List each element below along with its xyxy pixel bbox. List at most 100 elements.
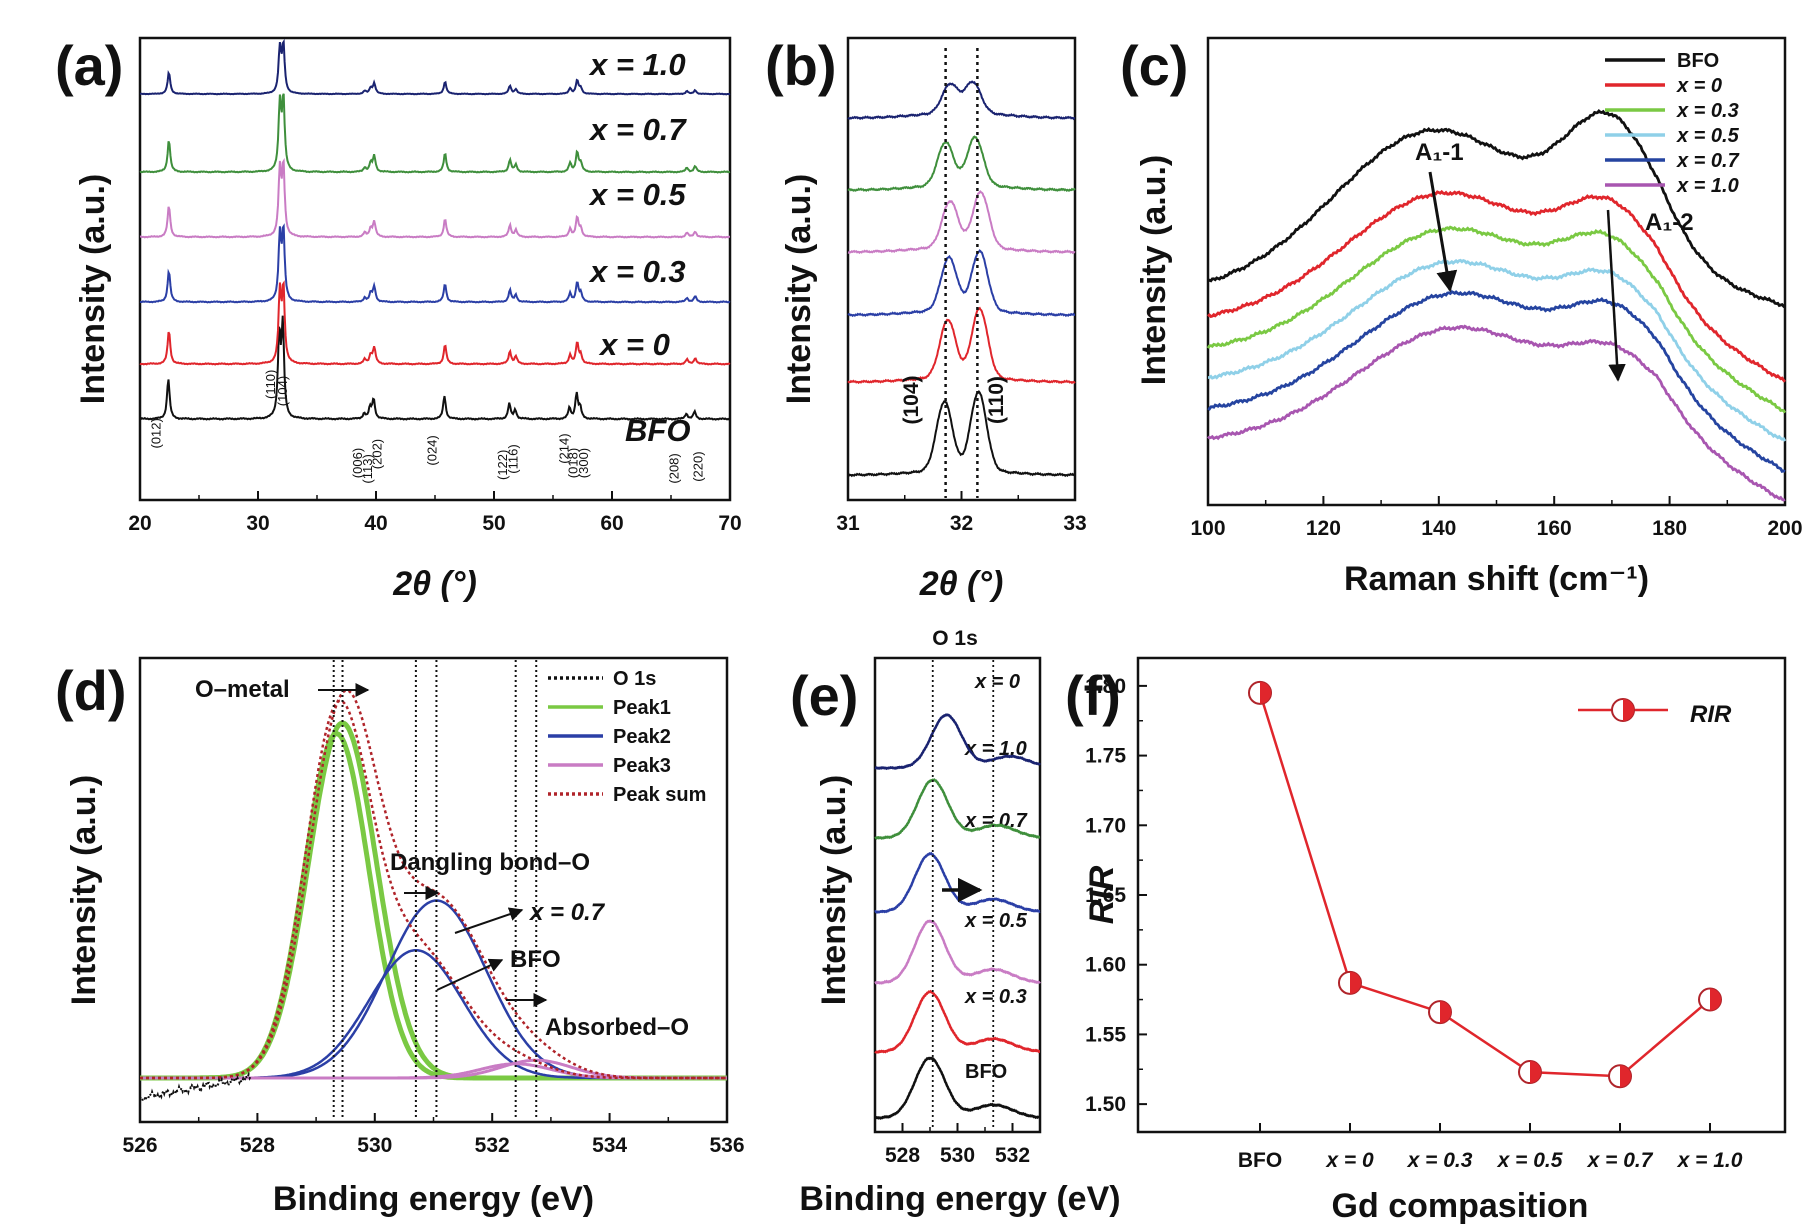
- panel-e-x-tick-label: 530: [940, 1144, 975, 1167]
- panel-f-x-tick-label: BFO: [1238, 1149, 1282, 1172]
- panel-e-series-label: x = 0: [974, 671, 1020, 693]
- panel-e-series-line: [874, 778, 1041, 840]
- panel-e-series-line: [874, 919, 1041, 985]
- panel-a-hkl-label: (104): [275, 376, 290, 406]
- panel-f-y-tick-label: 1.65: [1085, 884, 1126, 907]
- panel-f-y-tick-label: 1.55: [1085, 1023, 1126, 1046]
- panel-b-peak-label: (110): [985, 376, 1008, 424]
- panel-b-series-line: [847, 190, 1076, 255]
- panel-c-x-tick-label: 100: [1190, 517, 1225, 540]
- panel-e-series-label: x = 0.7: [964, 810, 1028, 832]
- panel-a-series-label: BFO: [625, 413, 690, 448]
- panel-c-peak-arrow: [1428, 171, 1458, 293]
- panel-f-x-tick-label: x = 0.5: [1497, 1149, 1563, 1172]
- panel-f-marker-half: [1440, 1001, 1451, 1024]
- panel-f-marker-half: [1710, 988, 1721, 1011]
- panel-f-ylabel: RIR: [1083, 865, 1121, 924]
- panel-b-letter: (b): [765, 34, 837, 97]
- panel-a-series-line: [139, 223, 731, 304]
- panel-c-series-line: [1206, 225, 1787, 414]
- panel-a-x-tick-label: 20: [128, 512, 151, 535]
- panel-e-series-line: [874, 989, 1040, 1054]
- panel-a-hkl-label: (220): [691, 451, 706, 481]
- panel-c-peak-arrow: [1606, 209, 1626, 382]
- panel-e-series-label: x = 1.0: [964, 738, 1027, 760]
- panel-f-data-point: [1248, 680, 1272, 705]
- panel-a-hkl-label: (202): [370, 439, 385, 469]
- panel-f-letter: (f): [1065, 664, 1121, 727]
- panel-f-y-tick-label: 1.80: [1085, 675, 1126, 698]
- panel-d-legend-text: O 1s: [613, 668, 656, 690]
- panel-e-series-label: BFO: [965, 1061, 1007, 1083]
- panel-f-data-point: [1338, 970, 1362, 995]
- panel-a-hkl-label: (012): [148, 418, 163, 448]
- panel-d-annotation: Absorbed–O: [545, 1014, 689, 1041]
- panel-a-hkl-label: (214): [557, 433, 572, 463]
- panel-a-x-tick-label: 30: [246, 512, 269, 535]
- panel-e-ylabel: Intensity (a.u.): [815, 775, 853, 1005]
- panel-c-ylabel: Intensity (a.u.): [1135, 155, 1173, 385]
- panel-a-letter: (a): [55, 34, 123, 97]
- panel-b-frame: [846, 36, 1077, 502]
- panel-f-x-tick-label: x = 1.0: [1677, 1149, 1743, 1172]
- panel-e-x-tick-label: 532: [995, 1144, 1030, 1167]
- panel-c-x-tick-label: 140: [1421, 517, 1456, 540]
- panel-c-annotation: A₁-2: [1645, 209, 1694, 236]
- panel-c-legend-text: x = 0.5: [1676, 125, 1740, 147]
- panel-f-legend-marker: [1611, 698, 1635, 722]
- panel-a-hkl-label: (300): [576, 448, 591, 478]
- panel-d-ylabel: Intensity (a.u.): [65, 775, 103, 1005]
- panel-d-annotation: O–metal: [195, 676, 290, 703]
- panel-d-x-tick-label: 528: [240, 1134, 275, 1157]
- panel-c-legend-text: x = 1.0: [1676, 175, 1739, 197]
- panel-f-marker-half: [1350, 971, 1362, 994]
- panel-d-peak2-line: [140, 899, 727, 1080]
- panel-a-ylabel: Intensity (a.u.): [74, 174, 112, 404]
- panel-f-marker-half: [1620, 1065, 1632, 1088]
- panel-a-series-label: x = 0: [598, 327, 670, 362]
- panel-a-series-line: [139, 157, 730, 239]
- panel-e-series-line: [874, 713, 1042, 771]
- panel-c-legend-text: BFO: [1677, 50, 1719, 72]
- panel-b-series-line: [847, 80, 1076, 121]
- panel-a-hkl-label: (006): [350, 448, 365, 478]
- panel-c-letter: (c): [1120, 34, 1188, 97]
- panel-f-series-line: [1258, 692, 1711, 1078]
- panel-c-x-tick-label: 180: [1652, 517, 1687, 540]
- panel-b-peak-label: (104): [900, 375, 923, 424]
- panel-f-marker-half: [1623, 699, 1634, 721]
- panel-f-x-tick-label: x = 0: [1325, 1149, 1374, 1172]
- panel-c-series-line: [1207, 109, 1786, 309]
- panel-d-legend-text: Peak3: [613, 755, 671, 777]
- panel-a-series-line: [139, 93, 731, 174]
- panel-a-x-tick-label: 70: [718, 512, 741, 535]
- panel-a-hkl-label: (113): [360, 454, 375, 483]
- panel-f-legend-text: RIR: [1690, 701, 1732, 728]
- panel-d-annotation: x = 0.7: [528, 899, 606, 926]
- panel-e-series-label: x = 0.3: [964, 986, 1027, 1008]
- panel-d-xlabel: Binding energy (eV): [273, 1180, 594, 1218]
- panel-d-pointer-arrow: [436, 958, 504, 991]
- panel-c-x-tick-label: 200: [1767, 517, 1802, 540]
- panel-c-series-line: [1207, 289, 1786, 473]
- panel-a-hkl-label: (024): [424, 435, 439, 465]
- panel-e-x-tick-label: 528: [885, 1144, 920, 1167]
- panel-e-title: O 1s: [932, 627, 978, 650]
- panel-f-data-point: [1428, 1000, 1452, 1025]
- panel-c-series-line: [1206, 324, 1786, 502]
- panel-f-xlabel: Gd compasition: [1332, 1187, 1589, 1225]
- panel-b-ylabel: Intensity (a.u.): [780, 174, 818, 404]
- panel-d-o1s-raw-line: [139, 1071, 252, 1105]
- panel-a-hkl-label: (116): [505, 444, 520, 473]
- panel-d-legend-text: Peak sum: [613, 784, 706, 806]
- panel-f-x-tick-label: x = 0.7: [1587, 1149, 1654, 1172]
- panel-d-x-tick-label: 526: [122, 1134, 157, 1157]
- panel-c-legend-text: x = 0.3: [1676, 100, 1739, 122]
- panel-d-peaksum-line: [140, 699, 727, 1080]
- panel-b-series-line: [847, 390, 1076, 478]
- panel-f-frame: [1136, 656, 1787, 1134]
- panel-c-x-tick-label: 120: [1306, 517, 1341, 540]
- panel-f-y-tick-label: 1.50: [1085, 1093, 1126, 1116]
- panel-c-xlabel: Raman shift (cm⁻¹): [1344, 560, 1649, 598]
